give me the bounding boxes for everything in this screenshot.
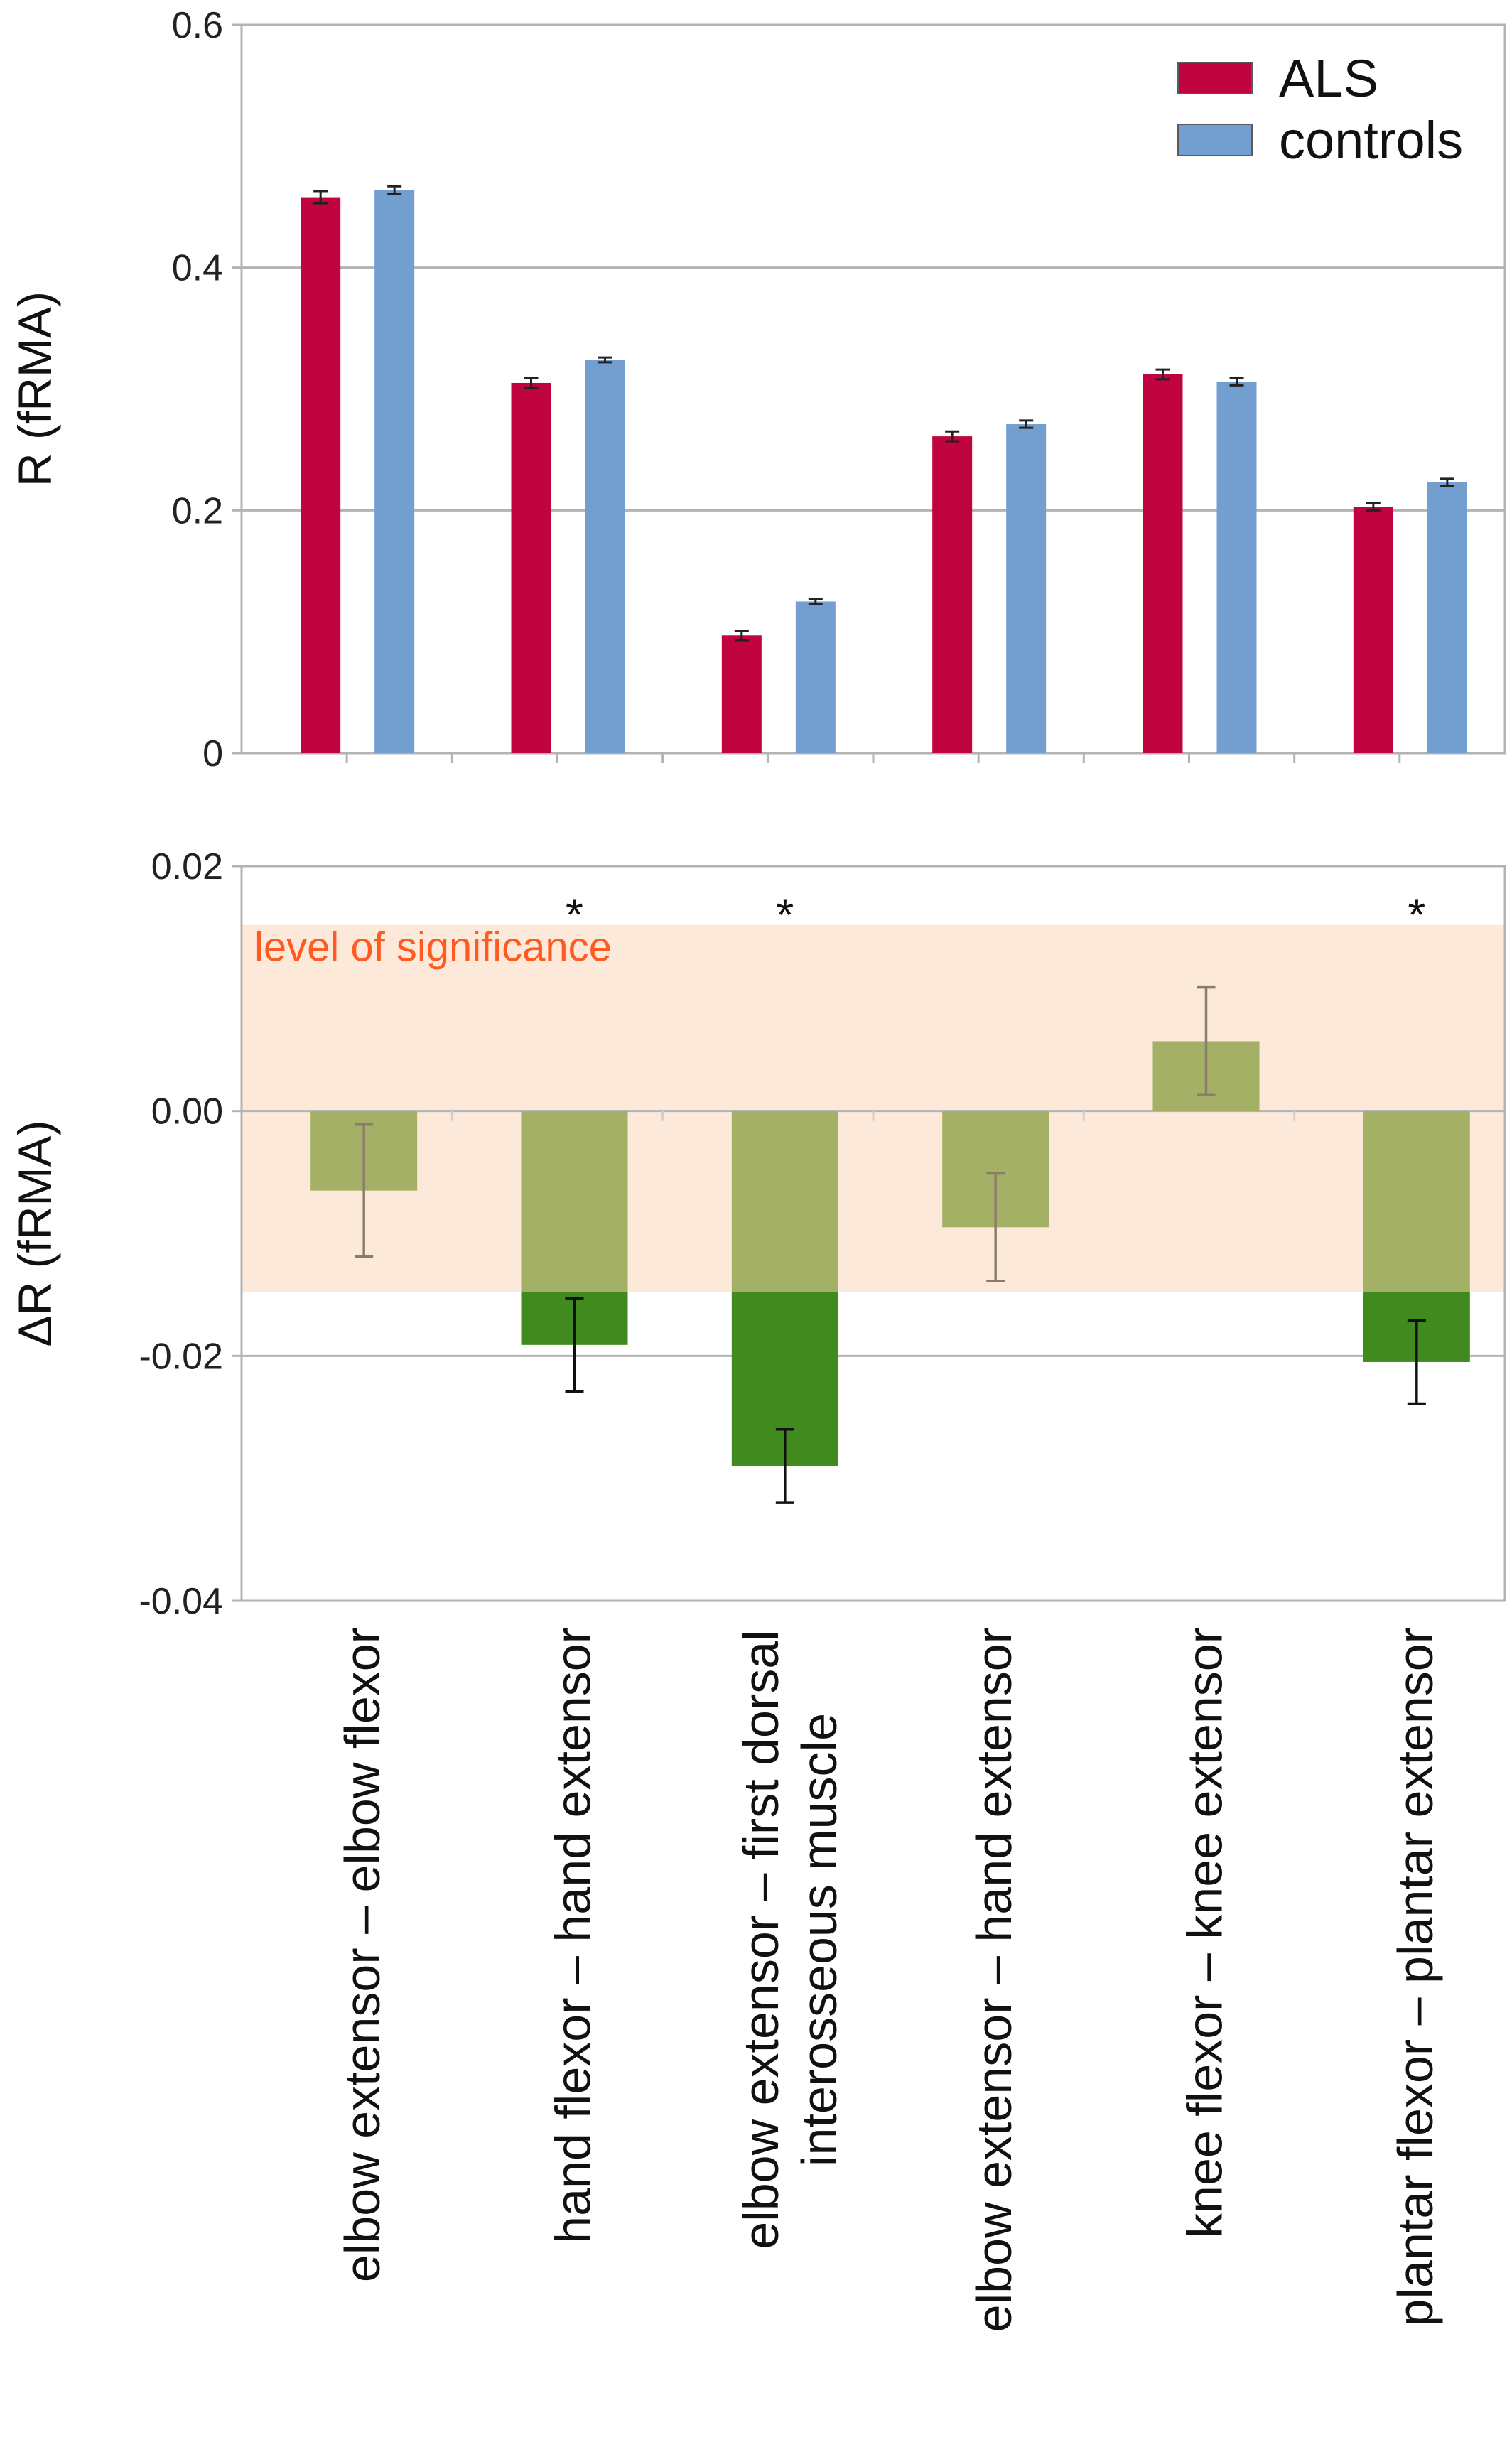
bar-als-1 — [301, 197, 341, 753]
bar-als-2 — [511, 382, 551, 753]
bottom-ytick-label: 0.02 — [151, 846, 223, 887]
category-label-4: elbow extensor – hand extensor — [966, 1627, 1022, 2332]
significance-label: level of significance — [254, 924, 612, 971]
category-label-5: knee flexor – knee extensor — [1177, 1627, 1233, 2238]
bottom-ytick-label: -0.04 — [139, 1581, 223, 1622]
top-ytick-label: 0.4 — [172, 248, 223, 289]
category-label-1: elbow extensor – elbow flexor — [335, 1627, 390, 2282]
delta-bar-6 — [1363, 1111, 1470, 1292]
significance-star-3: * — [776, 890, 794, 941]
bar-als-3 — [721, 635, 762, 753]
delta-bar-2 — [521, 1111, 628, 1292]
bar-controls-2 — [585, 360, 625, 753]
bottom-y-axis-title: ΔR (fRMA) — [9, 1120, 61, 1346]
bottom-plot-frame — [240, 865, 1506, 1602]
legend-label-als: ALS — [1279, 49, 1378, 108]
bottom-ytick-label: 0.00 — [151, 1091, 223, 1133]
category-labels: elbow extensor – elbow flexor hand flexor… — [335, 1627, 1443, 2332]
top-ytick-label: 0 — [202, 733, 223, 774]
bar-als-4 — [932, 436, 973, 753]
legend-label-controls: controls — [1279, 111, 1463, 170]
bottom-chart-delta-r-fRMA: -0.04 -0.02 0.00 0.02 level of significance Δ… — [9, 846, 1506, 1622]
top-y-axis-title: R (fRMA) — [9, 291, 61, 487]
significance-band — [242, 924, 1505, 1292]
category-label-2: hand flexor – hand extensor — [546, 1627, 601, 2244]
bar-als-5 — [1143, 374, 1183, 753]
bar-controls-6 — [1427, 482, 1467, 753]
bar-controls-5 — [1216, 382, 1257, 753]
bar-controls-4 — [1006, 424, 1047, 753]
significance-star-2: * — [566, 890, 583, 941]
category-label-line: interosseous muscle — [792, 1713, 847, 2166]
bottom-ytick-label: -0.02 — [139, 1336, 223, 1377]
significance-star-6: * — [1408, 890, 1425, 941]
legend-swatch-controls — [1177, 124, 1253, 156]
category-label-6: plantar flexor – plantar extensor — [1388, 1627, 1443, 2326]
bar-controls-1 — [374, 190, 415, 753]
delta-bar-3 — [731, 1111, 838, 1292]
top-ytick-label: 0.2 — [172, 490, 223, 531]
legend-swatch-als — [1177, 62, 1253, 94]
category-label-3: elbow extensor – first dorsalinterosseou… — [733, 1630, 847, 2249]
bar-controls-3 — [795, 601, 836, 753]
top-ytick-label: 0.6 — [172, 5, 223, 46]
bar-als-6 — [1353, 507, 1393, 753]
category-label-line: elbow extensor – first dorsal — [733, 1630, 789, 2249]
